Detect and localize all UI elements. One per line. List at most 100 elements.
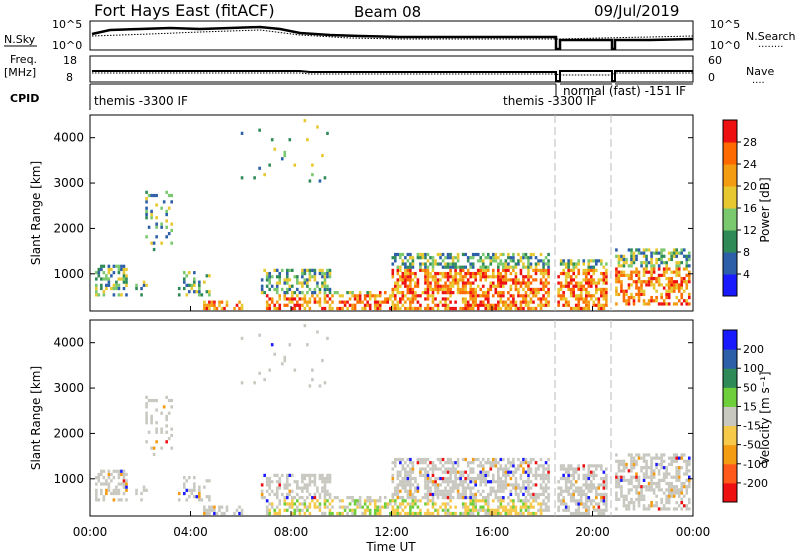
velocity-cell <box>562 464 565 468</box>
velocity-cell <box>434 464 437 468</box>
power-cell <box>645 257 648 262</box>
power-cell <box>542 294 545 298</box>
velocity-cell <box>577 499 581 503</box>
power-cell <box>446 252 450 257</box>
colorbar-tick-label: 100 <box>743 362 764 375</box>
power-cell <box>600 294 603 298</box>
velocity-cell <box>502 499 505 503</box>
velocity-cell <box>182 491 186 496</box>
velocity-cell <box>559 486 563 490</box>
velocity-cell <box>527 492 530 497</box>
velocity-cell <box>218 505 221 509</box>
power-cell <box>562 297 565 301</box>
velocity-cell <box>657 507 661 511</box>
power-cell <box>687 273 691 277</box>
power-cell <box>167 193 171 198</box>
power-cell <box>333 291 337 295</box>
colorbar-swatch <box>723 387 737 407</box>
power-cell <box>484 303 488 307</box>
velocity-cell <box>265 476 269 481</box>
velocity-cell <box>620 491 623 495</box>
power-cell <box>278 303 282 307</box>
power-cell <box>311 163 314 167</box>
power-cell <box>589 294 593 298</box>
power-cell <box>622 299 626 303</box>
power-cell <box>620 270 623 274</box>
velocity-cell <box>225 505 229 509</box>
power-cell <box>399 278 402 282</box>
power-cell <box>492 256 495 260</box>
power-cell <box>544 300 548 304</box>
power-cell <box>637 276 641 281</box>
velocity-cell <box>675 456 679 460</box>
velocity-cell <box>512 473 515 477</box>
power-cell <box>288 278 292 282</box>
velocity-cell <box>456 476 460 481</box>
power-cell <box>464 291 467 295</box>
velocity-cell <box>497 496 500 500</box>
power-cell <box>240 176 244 180</box>
power-cell <box>399 252 402 257</box>
power-cell <box>311 294 314 298</box>
power-cell <box>479 271 483 276</box>
velocity-cell <box>502 480 505 484</box>
power-cell <box>615 302 618 306</box>
power-cell <box>481 252 485 257</box>
velocity-cell <box>481 489 485 493</box>
velocity-cell <box>675 488 679 492</box>
velocity-cell <box>476 499 480 503</box>
power-cell <box>615 248 618 252</box>
velocity-cell <box>642 466 646 470</box>
power-cell <box>562 291 565 295</box>
power-cell <box>600 259 603 263</box>
power-cell <box>145 209 148 213</box>
velocity-cell <box>381 505 385 509</box>
power-cell <box>306 291 309 295</box>
velocity-cell <box>625 478 628 482</box>
velocity-cell <box>479 464 483 468</box>
power-cell <box>539 303 543 307</box>
power-cell <box>499 284 503 288</box>
velocity-cell <box>353 499 357 503</box>
power-cell <box>464 284 467 288</box>
velocity-cell <box>522 486 525 490</box>
power-cell <box>426 278 430 282</box>
power-cell <box>419 303 422 307</box>
x-tick-label: 12:00 <box>374 525 409 539</box>
velocity-cell <box>193 476 196 480</box>
power-cell <box>512 268 515 272</box>
power-cell <box>486 287 490 292</box>
velocity-cell <box>200 498 204 502</box>
power-cell <box>567 268 570 272</box>
power-cell <box>122 277 126 281</box>
velocity-cell <box>617 485 621 489</box>
power-cell <box>394 287 397 292</box>
velocity-cell <box>620 488 623 492</box>
power-cell <box>135 283 138 287</box>
velocity-cell <box>431 496 435 500</box>
velocity-cell <box>170 398 173 403</box>
velocity-cell <box>451 464 455 468</box>
power-cell <box>645 264 648 268</box>
velocity-cell <box>539 505 543 509</box>
velocity-cell <box>507 483 510 487</box>
velocity-cell <box>446 480 450 484</box>
power-cell <box>622 254 626 258</box>
power-cell <box>205 290 209 294</box>
power-cell <box>512 278 515 282</box>
power-cell <box>446 278 450 282</box>
power-cell <box>115 283 118 287</box>
velocity-cell <box>502 489 505 493</box>
velocity-cell <box>660 507 663 511</box>
power-cell <box>182 280 186 284</box>
power-cell <box>424 306 427 311</box>
power-cell <box>210 300 214 304</box>
power-cell <box>429 281 432 285</box>
power-cell <box>404 265 407 269</box>
velocity-cell <box>363 511 367 516</box>
velocity-cell <box>544 502 548 506</box>
colorbar-swatch <box>723 186 737 209</box>
power-cell <box>512 259 515 263</box>
velocity-cell <box>687 456 691 460</box>
power-cell <box>406 287 410 292</box>
